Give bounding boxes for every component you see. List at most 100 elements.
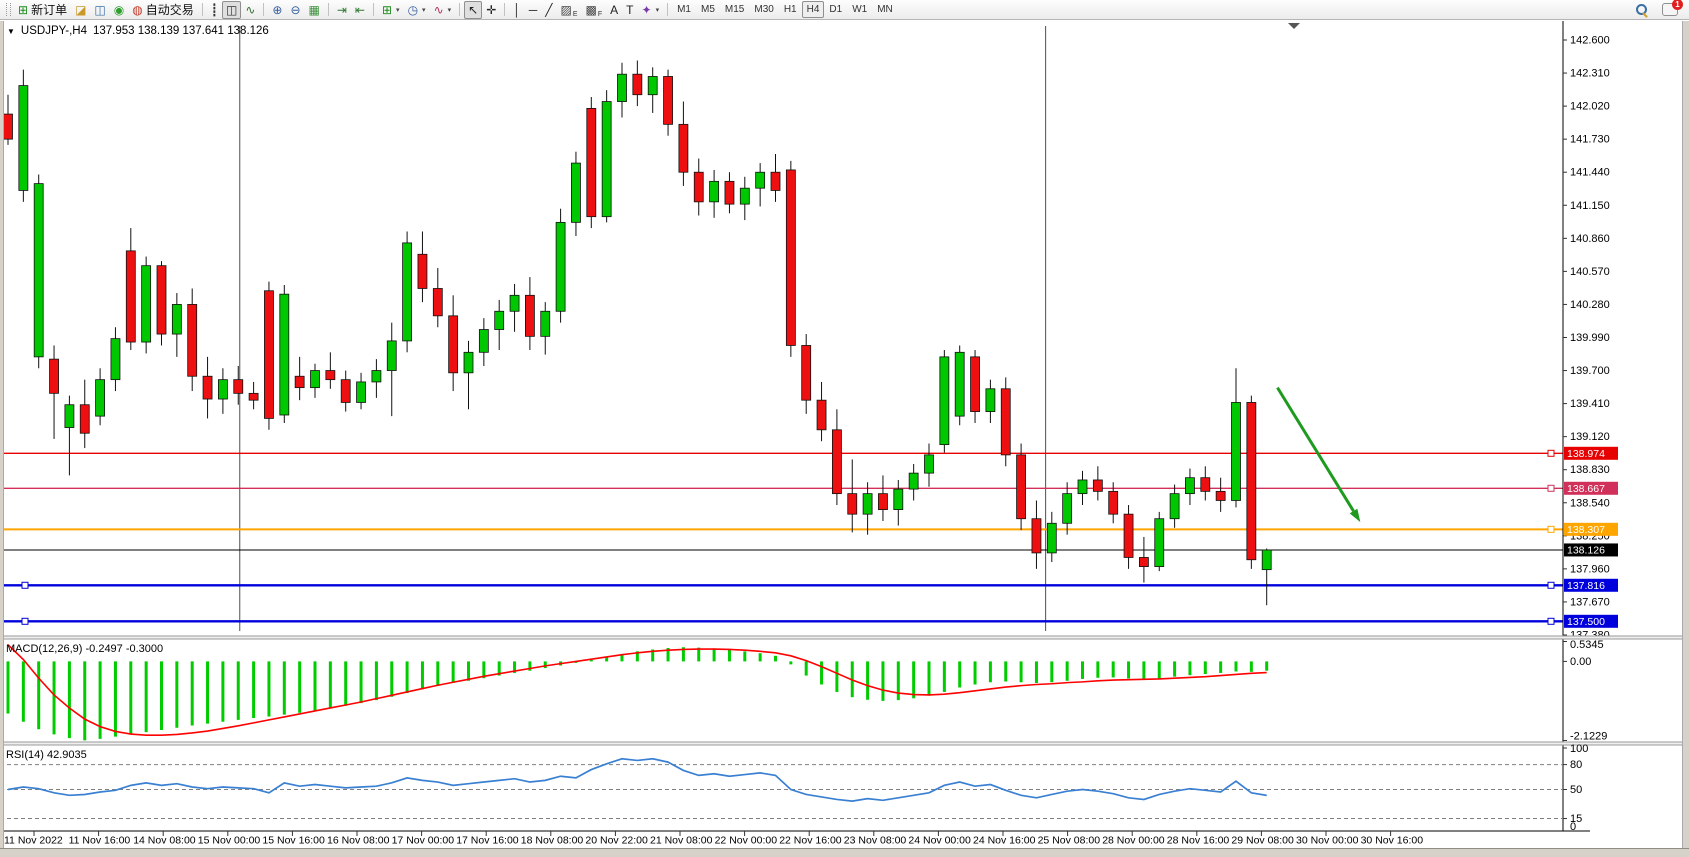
candlesticks-group[interactable] (3, 60, 1272, 606)
svg-text:28 Nov 00:00: 28 Nov 00:00 (1102, 835, 1165, 847)
auto-scroll-button[interactable]: ⇥ (333, 1, 351, 19)
svg-text:138.126: 138.126 (1567, 544, 1605, 556)
window-border-bottom (0, 848, 1689, 857)
svg-text:11 Nov 2022: 11 Nov 2022 (4, 835, 63, 847)
cursor-button[interactable]: ↖ (464, 0, 483, 19)
svg-text:28 Nov 16:00: 28 Nov 16:00 (1167, 835, 1230, 847)
pane-splitter[interactable] (0, 741, 1689, 746)
toolbar-separator (459, 3, 461, 16)
chart-periods-dropdown-icon[interactable]: ▾ (422, 6, 426, 14)
window-border-right (1682, 21, 1689, 848)
eraser-icon: ◪ (75, 2, 87, 17)
chart-periods-button[interactable]: ◷ ▾ (404, 1, 430, 19)
vertical-line-button[interactable]: │ (509, 1, 525, 19)
zoom-out-button[interactable]: ⊖ (286, 1, 304, 19)
level-handle[interactable] (1547, 525, 1555, 533)
current-price-label (1564, 543, 1618, 557)
eraser-button[interactable]: ◪ (71, 1, 90, 19)
new-chart-dropdown-icon[interactable]: ▾ (396, 6, 400, 14)
timeframe-h1[interactable]: H1 (783, 4, 797, 15)
svg-text:80: 80 (1570, 759, 1582, 771)
timeframe-w1[interactable]: W1 (852, 4, 868, 15)
macd-pane[interactable] (6, 644, 1269, 741)
line-chart-button[interactable]: ∿ (241, 1, 259, 19)
pane-splitter[interactable] (0, 635, 1689, 640)
timeframe-m15[interactable]: M15 (724, 4, 745, 15)
zoom-in-icon: ⊕ (272, 2, 283, 17)
chart-shift-marker[interactable] (1288, 23, 1300, 29)
zoom-in-button[interactable]: ⊕ (268, 1, 286, 19)
svg-text:23 Nov 08:00: 23 Nov 08:00 (844, 835, 907, 847)
indicators-dropdown-icon[interactable]: ▾ (447, 6, 452, 14)
toolbar-separator (201, 3, 203, 16)
level-handle[interactable] (1547, 581, 1555, 589)
timeframe-d1[interactable]: D1 (829, 4, 843, 15)
toolbar-separator (327, 3, 329, 16)
indicators-button[interactable]: ∿ ▾ (430, 1, 456, 19)
fibonacci-button[interactable]: ▩ F (582, 1, 607, 19)
timeframe-m30[interactable]: M30 (754, 4, 774, 15)
time-axis[interactable]: 11 Nov 2022 11 Nov 16:00 14 Nov 08:00 15 No… (0, 830, 1590, 847)
publish-chart-icon: ◫ (94, 2, 106, 17)
zoom-out-icon: ⊖ (290, 2, 301, 17)
level-handle[interactable] (1547, 617, 1555, 625)
svg-text:139.700: 139.700 (1570, 365, 1610, 377)
text-icon: A (610, 2, 619, 17)
svg-text:24 Nov 16:00: 24 Nov 16:00 (973, 835, 1036, 847)
new-order-button[interactable]: ⊞ 新订单 (14, 1, 71, 19)
new-chart-button[interactable]: ⊞ ▾ (378, 1, 404, 19)
search-button[interactable] (1631, 1, 1652, 19)
svg-text:24 Nov 00:00: 24 Nov 00:00 (908, 835, 971, 847)
publish-chart-button[interactable]: ◫ (90, 1, 109, 19)
vertical-line-icon: │ (513, 2, 521, 17)
timeframe-m5[interactable]: M5 (701, 4, 715, 15)
svg-text:0: 0 (1570, 821, 1576, 833)
bar-chart-button[interactable]: ┋ (207, 1, 222, 19)
arrows-button[interactable]: ✦ ▾ (638, 1, 664, 19)
chart-shift-button[interactable]: ⇤ (351, 1, 369, 19)
tile-windows-button[interactable]: ▦ (305, 1, 324, 19)
svg-text:141.440: 141.440 (1570, 167, 1610, 179)
timeframe-mn[interactable]: MN (877, 4, 893, 15)
signals-button[interactable]: ◉ (110, 1, 128, 19)
svg-text:15 Nov 00:00: 15 Nov 00:00 (198, 835, 261, 847)
equidistant-channel-sub-label: E (572, 10, 578, 18)
level-handle[interactable] (21, 617, 29, 625)
timeframe-h4[interactable]: H4 (801, 1, 825, 18)
svg-text:138.974: 138.974 (1567, 448, 1605, 460)
auto-trading-button[interactable]: ◍ 自动交易 (128, 1, 198, 19)
svg-text:137.670: 137.670 (1570, 596, 1610, 608)
crosshair-button[interactable]: ✛ (482, 1, 500, 19)
svg-text:30 Nov 16:00: 30 Nov 16:00 (1361, 835, 1424, 847)
level-handle[interactable] (1547, 484, 1555, 492)
rsi-pane[interactable] (0, 757, 1563, 820)
svg-text:140.860: 140.860 (1570, 233, 1610, 245)
candlestick-chart-icon: ◫ (225, 2, 238, 17)
timeframe-m1[interactable]: M1 (677, 4, 691, 15)
arrows-dropdown-icon[interactable]: ▾ (655, 6, 660, 14)
symbol-dropdown-icon[interactable]: ▼ (7, 26, 15, 36)
text-label-icon: T (626, 2, 634, 17)
chart-title[interactable]: ▼ USDJPY-,H4 137.953 138.139 137.641 138.1… (7, 25, 269, 37)
new-order-icon: ⊞ (18, 2, 29, 17)
svg-text:137.960: 137.960 (1570, 563, 1610, 575)
text-label-button[interactable]: T (622, 1, 637, 19)
level-handle[interactable] (1547, 449, 1555, 457)
svg-text:50: 50 (1570, 784, 1582, 796)
main-price-pane[interactable] (0, 26, 1563, 631)
text-button[interactable]: A (606, 1, 622, 19)
fibonacci-sub-label: F (597, 10, 603, 18)
horizontal-line-button[interactable]: ─ (525, 1, 542, 19)
notifications-button[interactable]: 1 (1658, 0, 1683, 19)
trend-line-button[interactable]: ╱ (541, 1, 556, 19)
candlestick-chart-button[interactable]: ◫ (221, 0, 242, 19)
tile-windows-icon: ▦ (308, 2, 320, 17)
trend-arrow-object[interactable] (1276, 386, 1361, 523)
level-handle[interactable] (21, 581, 29, 589)
svg-text:22 Nov 00:00: 22 Nov 00:00 (715, 835, 778, 847)
svg-text:22 Nov 16:00: 22 Nov 16:00 (779, 835, 842, 847)
svg-text:21 Nov 08:00: 21 Nov 08:00 (650, 835, 713, 847)
svg-text:142.600: 142.600 (1570, 35, 1610, 47)
equidistant-channel-button[interactable]: ▨ E (557, 1, 582, 19)
